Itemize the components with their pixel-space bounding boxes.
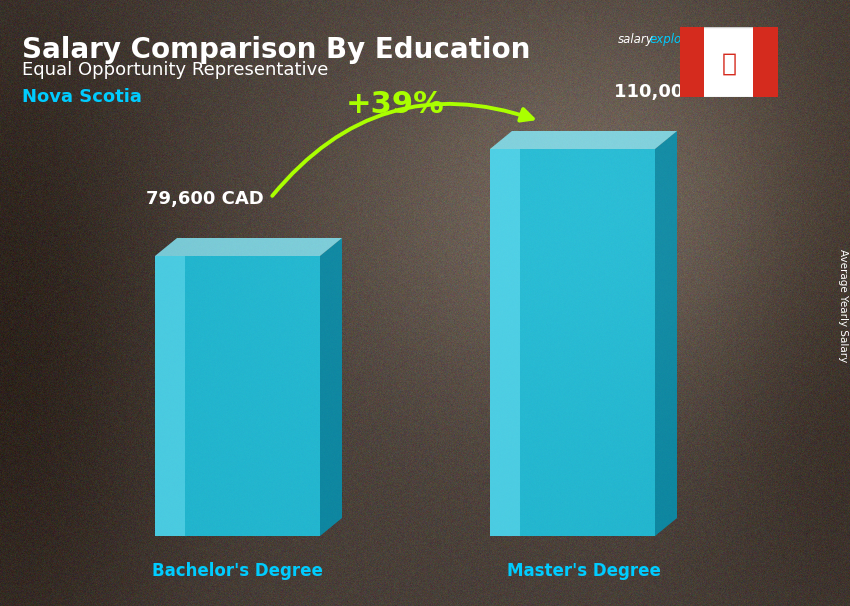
Bar bbox=[490, 149, 519, 536]
Polygon shape bbox=[320, 238, 342, 536]
Text: +39%: +39% bbox=[346, 90, 445, 119]
Text: Nova Scotia: Nova Scotia bbox=[22, 88, 142, 106]
Text: 110,000 CAD: 110,000 CAD bbox=[615, 83, 745, 101]
Text: Master's Degree: Master's Degree bbox=[507, 562, 660, 580]
Text: 79,600 CAD: 79,600 CAD bbox=[145, 190, 264, 208]
FancyArrowPatch shape bbox=[272, 104, 533, 196]
Text: Salary Comparison By Education: Salary Comparison By Education bbox=[22, 36, 530, 64]
Text: salary: salary bbox=[618, 33, 654, 46]
Polygon shape bbox=[490, 131, 677, 149]
Text: Equal Opportunity Representative: Equal Opportunity Representative bbox=[22, 61, 328, 79]
Text: .com: .com bbox=[698, 33, 727, 46]
Bar bbox=[753, 27, 778, 97]
Text: Average Yearly Salary: Average Yearly Salary bbox=[838, 250, 848, 362]
Bar bbox=[680, 27, 705, 97]
Bar bbox=[155, 256, 320, 536]
Text: 🍁: 🍁 bbox=[722, 52, 736, 76]
Polygon shape bbox=[155, 238, 342, 256]
Polygon shape bbox=[655, 131, 677, 536]
Bar bbox=[155, 256, 184, 536]
Text: Bachelor's Degree: Bachelor's Degree bbox=[152, 562, 323, 580]
Bar bbox=[490, 149, 655, 536]
Text: explorer: explorer bbox=[649, 33, 698, 46]
